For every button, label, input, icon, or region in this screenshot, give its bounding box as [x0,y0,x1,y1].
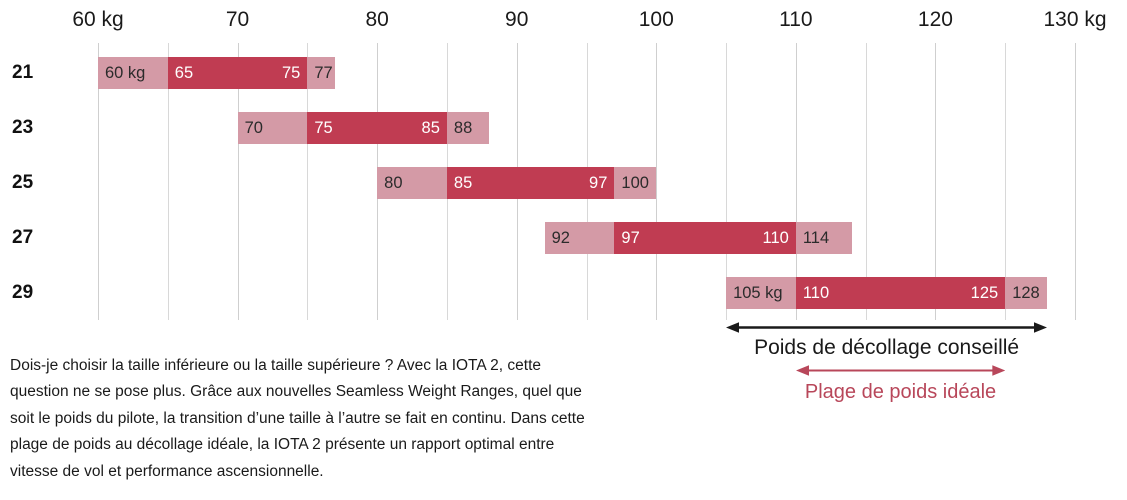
bar-segment-label: 128 [1012,283,1040,302]
bar-segment-start-label: 85 [453,173,473,192]
bar-segment-25-light-2: 100 [614,167,657,199]
bar-segment-29-dark-1: 110 125 [795,277,1006,309]
gridline-105 [726,43,727,320]
gridline-115 [866,43,867,320]
weight-range-chart: 60 kg 70 80 90 100 110 120 130 kg 21 60 kg 65 75 77 2… [12,8,1107,403]
bar-segment-end-label: 97 [589,173,608,192]
bar-segment-start-label: 110 [802,283,830,302]
bar-row-23[interactable]: 70 75 85 88 [237,112,489,144]
gridline-110 [796,43,797,320]
row-label-21: 21 [12,62,34,83]
x-axis-tick-label-130: 130 kg [1043,8,1107,31]
x-axis-tick-label-70: 70 [225,8,250,31]
gridline-70 [238,43,239,320]
bar-segment-start-label: 65 [174,63,194,82]
bar-segment-27-dark-1: 97 110 [614,222,796,254]
gridline-75 [307,43,308,320]
x-axis-tick-label-100: 100 [638,8,674,31]
bar-segment-end-label: 75 [281,63,301,82]
bar-segment-start-label: 97 [621,228,640,247]
bar-row-21[interactable]: 60 kg 65 75 77 [98,57,336,89]
bar-segment-start-label: 75 [314,118,333,137]
x-axis-tick-label-60: 60 kg [72,8,124,31]
annotation-arrow-ideal [795,364,1006,377]
bar-segment-29-light-0: 105 kg [726,277,796,309]
x-axis-tick-label-120: 120 [917,8,953,31]
gridline-120 [935,43,936,320]
bar-segment-label: 92 [551,228,570,247]
gridline-60 [98,43,99,320]
row-label-25: 25 [12,172,34,193]
bar-segment-label: 60 kg [105,63,146,82]
bar-segment-21-dark-1: 65 75 [167,57,308,89]
bar-segment-label: 100 [621,173,649,192]
row-label-27: 27 [12,227,34,248]
bar-segment-end-label: 125 [970,283,999,302]
bar-segment-label: 88 [453,118,473,137]
x-axis-tick-label-80: 80 [365,8,389,31]
bar-segment-21-light-2: 77 [307,57,336,89]
row-label-23: 23 [12,117,34,138]
bar-segment-label: 105 kg [733,283,783,302]
bar-row-25[interactable]: 80 85 97 100 [377,167,657,199]
gridline-125 [1005,43,1006,320]
bar-segment-25-dark-1: 85 97 [446,167,615,199]
bar-segment-25-light-0: 80 [377,167,447,199]
x-axis-tick-label-90: 90 [505,8,529,31]
description-paragraph: Dois-je choisir la taille inférieure ou … [10,356,585,480]
annotation-label-ideal: Plage de poids idéale [804,381,997,403]
bar-segment-label: 77 [314,63,333,82]
annotation-arrow-takeoff [726,321,1048,334]
bar-row-29[interactable]: 105 kg 110 125 128 [726,277,1048,309]
bar-segment-23-dark-1: 75 85 [307,112,447,144]
bar-segment-29-light-2: 128 [1005,277,1048,309]
bar-segment-27-light-2: 114 [795,222,852,254]
gridline-65 [168,43,169,320]
bar-segment-23-light-0: 70 [237,112,308,144]
bar-segment-end-label: 110 [762,228,789,247]
bar-segment-27-light-0: 92 [544,222,615,254]
gridline-100 [656,43,657,320]
bar-segment-label: 70 [244,118,263,137]
gridline-130 [1075,43,1076,320]
chart-plot-area: 60 kg 70 80 90 100 110 120 130 kg 21 60 kg 65 75 77 2… [12,8,1107,376]
bar-segment-label: 80 [384,173,403,192]
bar-segment-23-light-2: 88 [446,112,489,144]
bar-segment-end-label: 85 [421,118,440,137]
bar-segment-21-light-0: 60 kg [98,57,168,89]
bar-segment-label: 114 [802,228,830,247]
row-label-29: 29 [12,282,34,303]
annotation-label-takeoff: Poids de décollage conseillé [754,336,1020,359]
x-axis-tick-label-110: 110 [779,8,813,31]
bar-row-27[interactable]: 92 97 110 114 [544,222,852,254]
